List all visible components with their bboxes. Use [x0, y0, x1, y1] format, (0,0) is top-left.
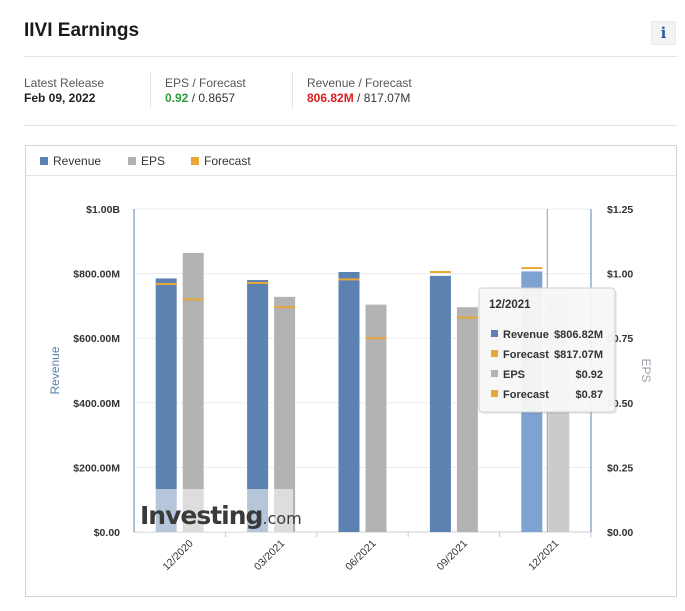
- revenue-separator: /: [353, 91, 364, 105]
- eps-forecast-marker: [365, 337, 387, 340]
- x-tick-label: 09/2021: [435, 538, 470, 573]
- divider-top: [24, 56, 677, 57]
- revenue-forecast-marker: [155, 282, 177, 285]
- y2-tick-label: $1.25: [607, 204, 633, 216]
- x-tick-label: 06/2021: [343, 538, 378, 573]
- latest-release-stat: Latest Release Feb 09, 2022: [24, 76, 104, 106]
- earnings-chart: Revenue EPS Forecast $0.00 $0.00 $200.00M $…: [25, 145, 677, 597]
- tooltip-swatch: [491, 330, 498, 337]
- stat-separator: [292, 72, 293, 108]
- latest-release-value: Feb 09, 2022: [24, 91, 96, 105]
- eps-bar[interactable]: [365, 304, 387, 532]
- investing-watermark-logo: Investing.com: [140, 501, 302, 530]
- x-tick-label: 12/2021: [526, 538, 561, 573]
- legend-label-forecast: Forecast: [204, 154, 251, 168]
- page-title: IIVI Earnings: [24, 20, 140, 41]
- tooltip-row-value: $0.92: [575, 369, 603, 381]
- y-tick-label: $1.00B: [86, 204, 120, 216]
- tooltip-row-label: Forecast: [503, 349, 549, 361]
- y-tick-label: $800.00M: [73, 269, 120, 281]
- latest-release-label: Latest Release: [24, 76, 105, 90]
- eps-actual-value: 0.92: [165, 91, 189, 105]
- revenue-bar[interactable]: [429, 275, 451, 532]
- y-tick-label: $0.00: [94, 527, 120, 539]
- y-tick-label: $400.00M: [73, 398, 120, 410]
- tooltip-row-value: $0.87: [575, 389, 603, 401]
- chart-legend: Revenue EPS Forecast: [26, 146, 676, 176]
- revenue-forecast-label: Revenue / Forecast: [307, 76, 412, 90]
- y2-tick-label: $0.00: [607, 527, 633, 539]
- legend-label-revenue: Revenue: [53, 154, 102, 168]
- tooltip-swatch: [491, 390, 498, 397]
- revenue-forecast-marker: [247, 281, 269, 284]
- y2-axis-title: EPS: [639, 358, 653, 382]
- legend-swatch-forecast: [191, 157, 199, 165]
- divider-bottom: [24, 125, 677, 126]
- tooltip-row-label: Revenue: [503, 329, 549, 341]
- eps-forecast-marker: [456, 316, 478, 319]
- stat-separator: [150, 72, 151, 108]
- eps-bar[interactable]: [182, 252, 204, 532]
- revenue-forecast-marker: [338, 278, 360, 281]
- y-tick-label: $600.00M: [73, 333, 120, 345]
- legend-swatch-revenue: [40, 157, 48, 165]
- legend-item-revenue[interactable]: Revenue: [40, 154, 101, 168]
- legend-swatch-eps: [128, 157, 136, 165]
- revenue-actual-value: 806.82M: [307, 91, 354, 105]
- revenue-bar[interactable]: [338, 271, 360, 532]
- revenue-bar[interactable]: [155, 278, 177, 532]
- eps-forecast-value: 0.8657: [198, 91, 236, 105]
- y2-tick-label: $0.25: [607, 462, 633, 474]
- tooltip-row-value: $817.07M: [554, 349, 603, 361]
- legend-item-forecast[interactable]: Forecast: [191, 154, 251, 168]
- watermark-backdrop: [138, 489, 293, 532]
- eps-forecast-label: EPS / Forecast: [165, 76, 246, 90]
- revenue-forecast-stat: Revenue / Forecast 806.82M / 817.07M: [307, 76, 412, 106]
- chart-plot: $0.00 $0.00$200.00M $0.25$400.00M $0.50$600…: [48, 204, 653, 573]
- y-axis-title: Revenue: [48, 346, 62, 394]
- revenue-bar[interactable]: [247, 280, 269, 532]
- tooltip-swatch: [491, 350, 498, 357]
- x-tick-label: 03/2021: [252, 538, 287, 573]
- tooltip-row-label: Forecast: [503, 389, 549, 401]
- x-tick-label: 12/2020: [160, 538, 195, 573]
- legend-label-eps: EPS: [141, 154, 166, 168]
- tooltip-row-value: $806.82M: [554, 329, 603, 341]
- eps-bar[interactable]: [274, 296, 296, 532]
- revenue-forecast-marker: [429, 270, 451, 273]
- tooltip-title: 12/2021: [489, 299, 531, 311]
- revenue-forecast-value: 817.07M: [363, 91, 411, 105]
- legend-item-eps[interactable]: EPS: [128, 154, 165, 168]
- tooltip-row-label: EPS: [503, 369, 525, 381]
- tooltip-box: [478, 287, 616, 413]
- y-tick-label: $200.00M: [73, 462, 120, 474]
- info-icon[interactable]: i: [651, 21, 676, 45]
- eps-forecast-stat: EPS / Forecast 0.92 / 0.8657: [165, 76, 246, 106]
- eps-separator: /: [188, 91, 199, 105]
- eps-forecast-marker: [182, 298, 204, 301]
- tooltip-swatch: [491, 370, 498, 377]
- y2-tick-label: $1.00: [607, 269, 633, 281]
- eps-forecast-marker: [274, 306, 296, 309]
- revenue-forecast-marker: [521, 267, 543, 270]
- eps-bar[interactable]: [456, 307, 478, 532]
